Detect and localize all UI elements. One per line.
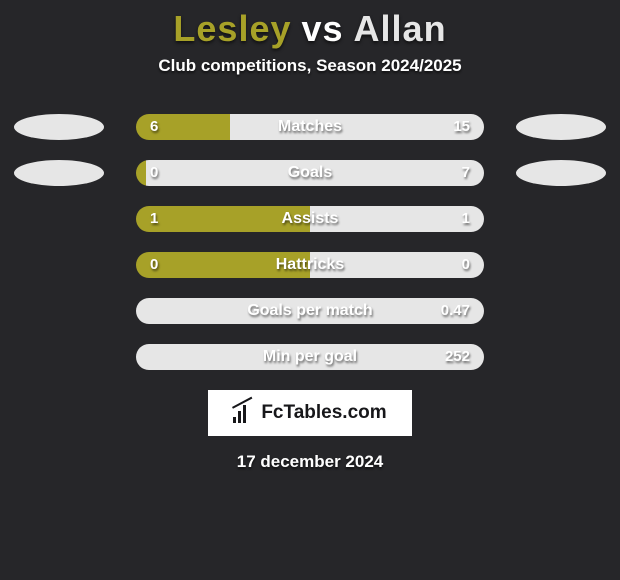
snapshot-date: 17 december 2024 (0, 452, 620, 472)
comparison-title: Lesley vsAllan (0, 0, 620, 50)
stat-label: Goals per match (136, 298, 484, 324)
stats-rows: 615Matches 07Goals 11Assists 00Hattricks 0.4… (0, 114, 620, 370)
team-oval-right (516, 160, 606, 186)
stat-bar: 11Assists (136, 206, 484, 232)
stat-label: Hattricks (136, 252, 484, 278)
team-oval-left (14, 114, 104, 140)
stat-row: 00Hattricks (0, 252, 620, 278)
player1-name: Lesley (173, 8, 291, 49)
stat-row: 07Goals (0, 160, 620, 186)
stat-row: 615Matches (0, 114, 620, 140)
fctables-logo: FcTables.com (208, 390, 412, 436)
stat-bar: 07Goals (136, 160, 484, 186)
stat-label: Matches (136, 114, 484, 140)
stat-bar: 252Min per goal (136, 344, 484, 370)
stat-label: Assists (136, 206, 484, 232)
stat-row: 0.47Goals per match (0, 298, 620, 324)
stat-bar: 615Matches (136, 114, 484, 140)
subtitle: Club competitions, Season 2024/2025 (0, 56, 620, 76)
stat-bar: 0.47Goals per match (136, 298, 484, 324)
title-vs: vs (302, 8, 344, 49)
stat-label: Min per goal (136, 344, 484, 370)
stat-row: 11Assists (0, 206, 620, 232)
logo-text: FcTables.com (261, 402, 386, 424)
stat-row: 252Min per goal (0, 344, 620, 370)
team-oval-right (516, 114, 606, 140)
stat-label: Goals (136, 160, 484, 186)
team-oval-left (14, 160, 104, 186)
stat-bar: 00Hattricks (136, 252, 484, 278)
bar-chart-icon (233, 403, 255, 423)
player2-name: Allan (354, 8, 447, 49)
